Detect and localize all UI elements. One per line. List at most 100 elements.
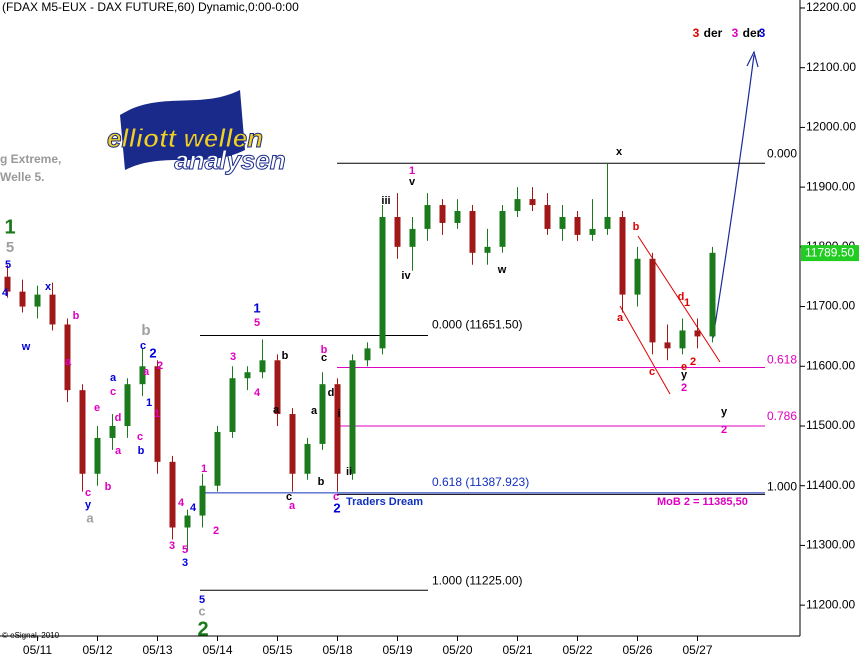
wave-label: iv [401,270,411,282]
candle-body [319,384,326,444]
wave-label: 2 [681,382,687,394]
wave-label: 2 [213,525,219,537]
x-tick-label: 05/18 [322,643,352,657]
wave-label: c [286,491,292,503]
candle-body [424,205,431,229]
x-tick-label: 05/15 [262,643,292,657]
wave-label: 1 [409,165,415,177]
wave-label: c [137,431,143,443]
candle-body [439,205,446,223]
wave-label: b [318,476,325,488]
wave-label: 2 [149,345,156,360]
candle-body [634,258,641,295]
level-label: 1.000 [767,480,797,494]
candle-body [274,360,281,415]
candle-body [349,360,356,474]
candle-body [94,437,101,474]
wave-label: d [328,387,335,399]
wave-label: 4 [190,502,197,514]
candle-body [619,216,626,295]
y-tick-label: 12000.00 [806,120,856,134]
candle-body [364,348,371,361]
wave-label: x [45,281,52,293]
wave-label: 3 [182,557,188,569]
candle-body [229,378,236,432]
wave-label: 1 [146,397,152,409]
x-tick-label: 05/21 [502,643,532,657]
wave-label: a [289,500,296,512]
candle-body [304,443,311,474]
level-label: 0.618 [767,353,797,367]
wave-label: c [198,603,205,618]
wave-label: c [321,352,327,364]
candle-body [604,216,611,229]
projection-arrow [712,54,755,339]
candle-body [184,515,191,528]
candle-body [334,384,341,474]
note: MoB 2 = 11385,50 [657,496,748,508]
x-tick-label: 05/19 [382,643,412,657]
wave-label: a [65,356,72,368]
wave-label: 1 [684,297,690,309]
candle-body [484,246,491,253]
candle-body [4,276,11,292]
wave-label: v [409,176,416,188]
wave-label: a [273,404,280,416]
x-tick-label: 05/20 [442,643,472,657]
wave-label: e [681,361,687,373]
wave-label: d [115,412,122,424]
level-label: 0.000 [767,146,797,160]
candle-body [379,216,386,349]
candle-body [679,330,686,349]
x-tick-label: 05/12 [82,643,112,657]
candle-body [169,461,176,528]
candle-body [409,228,416,247]
wave-label: 1 [4,216,15,238]
y-tick-label: 11300.00 [806,538,855,552]
x-tick-label: 05/11 [23,643,52,657]
candle-body [394,216,401,247]
logo-text: analysen [174,145,285,175]
arrow-head [746,50,759,68]
wave-label: a [115,445,122,457]
note: Traders Dream [346,496,423,508]
y-tick-label: 11500.00 [806,418,855,432]
wave-label: w [21,341,31,353]
wave-label: a [86,510,94,525]
candle-body [589,228,596,235]
wave-label: i [337,408,340,420]
channel-line [637,235,721,363]
copyright: © eSignal, 2010 [2,631,60,640]
candle-body [289,414,296,474]
y-tick-label: 12200.00 [806,0,856,14]
last-price-label: 11789.50 [805,245,854,259]
wave-label: b [141,322,150,339]
candle-body [199,485,206,516]
candle-body [79,390,86,474]
candle-body [529,199,536,206]
y-tick-label: 11700.00 [806,299,855,313]
candle-body [454,211,461,223]
candle-body [109,425,116,438]
wave-label: 5 [254,317,260,329]
candle-body [124,384,131,426]
x-tick-label: 05/26 [622,643,652,657]
candle-body [544,205,551,229]
level-label: 0.786 [767,409,797,423]
level-label: 0.000 (11651.50) [432,318,523,332]
wave-label: 1 [154,408,160,420]
candle-body [214,431,221,486]
channel-line [619,305,671,395]
wave-label: 1 [253,300,260,315]
y-tick-label: 11400.00 [806,478,855,492]
candle-body [664,342,671,349]
wave-label: 1 [201,463,207,475]
candle-body [469,211,476,253]
candle-body [154,366,161,462]
x-tick-label: 05/14 [202,643,232,657]
candle-body [19,291,26,307]
wave-label: a [617,312,624,324]
headline-part: 3 [732,26,739,40]
headline-part: der [704,26,723,40]
